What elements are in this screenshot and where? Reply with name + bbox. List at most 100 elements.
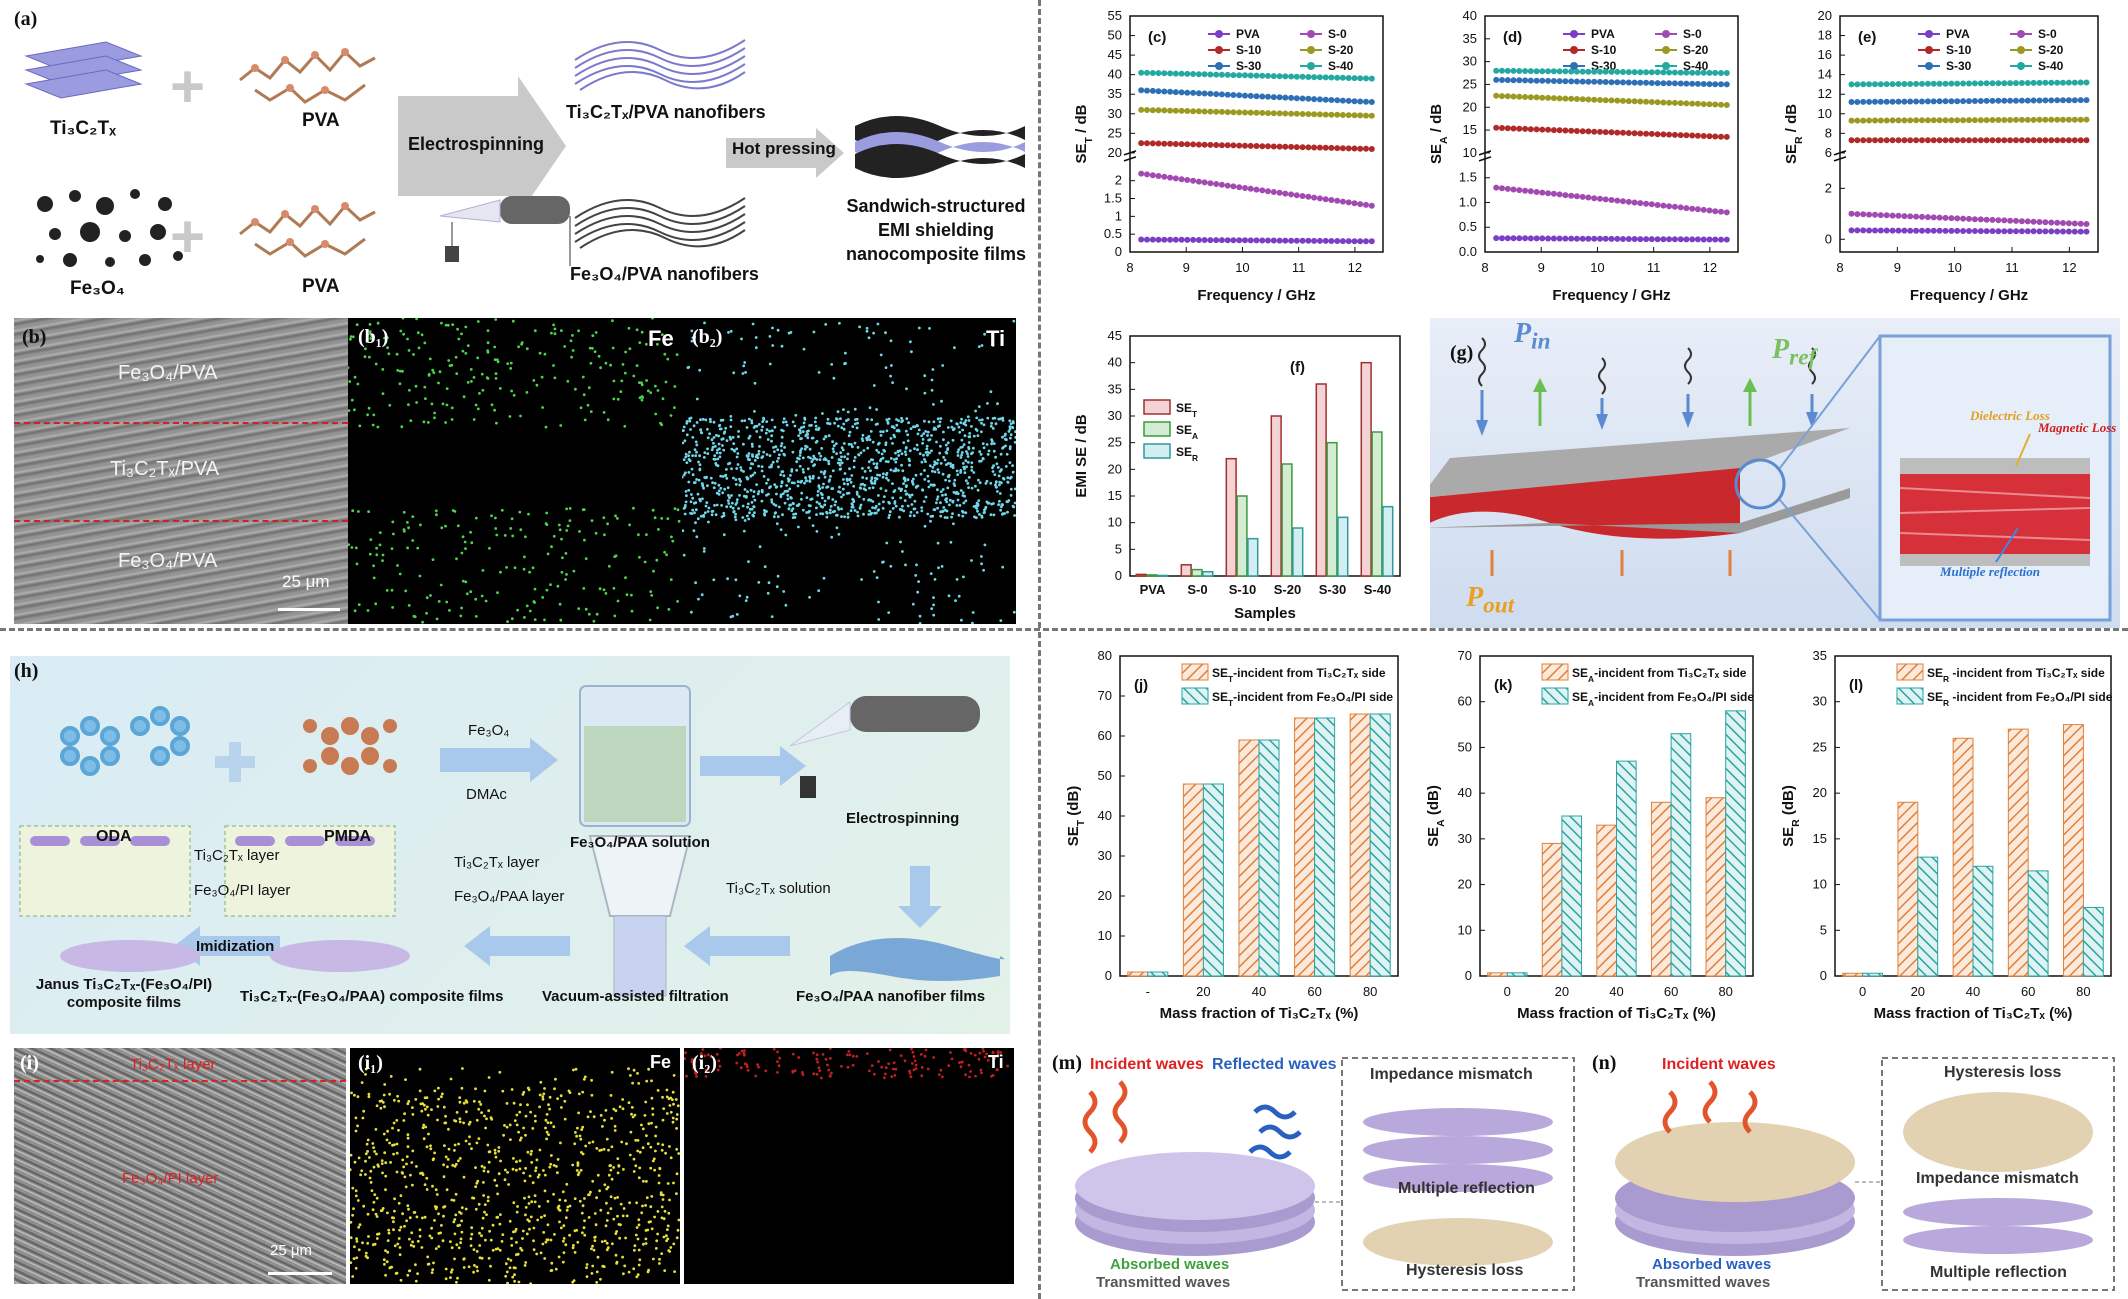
element-dot bbox=[954, 599, 957, 602]
data-point-s-30 bbox=[1499, 77, 1505, 83]
element-dot bbox=[884, 1072, 887, 1076]
element-dot bbox=[787, 507, 791, 510]
element-dot bbox=[402, 528, 406, 531]
element-dot bbox=[901, 504, 904, 508]
element-dot bbox=[957, 425, 961, 429]
element-dot bbox=[709, 420, 712, 424]
element-dot bbox=[738, 483, 742, 487]
element-dot bbox=[866, 446, 870, 450]
element-dot bbox=[826, 485, 830, 489]
element-dot bbox=[896, 449, 900, 453]
element-dot bbox=[728, 496, 731, 500]
data-point-pva bbox=[1288, 237, 1295, 244]
element-dot bbox=[559, 1141, 562, 1145]
data-point-s-40 bbox=[2065, 79, 2072, 86]
element-dot bbox=[768, 454, 772, 457]
data-point-s-30 bbox=[1144, 87, 1150, 94]
element-dot bbox=[1000, 503, 1004, 506]
element-dot bbox=[651, 1113, 655, 1116]
element-dot bbox=[839, 458, 843, 462]
data-point-s-40 bbox=[1282, 73, 1289, 80]
element-dot bbox=[474, 1166, 477, 1169]
data-point-s-40 bbox=[1195, 71, 1202, 78]
element-dot bbox=[621, 1098, 625, 1101]
data-point-s-10 bbox=[1167, 140, 1174, 147]
panel-i1-label: (i₁) bbox=[358, 1052, 383, 1074]
p-out-symbol: P bbox=[1466, 582, 1484, 613]
element-dot bbox=[775, 459, 779, 463]
data-point-s-30 bbox=[1591, 78, 1598, 85]
element-dot bbox=[412, 1245, 416, 1248]
element-dot bbox=[892, 469, 896, 473]
element-dot bbox=[871, 440, 875, 444]
element-dot bbox=[449, 1276, 452, 1279]
element-dot bbox=[745, 426, 749, 429]
element-dot bbox=[815, 458, 819, 461]
element-dot bbox=[618, 1236, 622, 1240]
element-dot bbox=[548, 1165, 552, 1169]
element-dot bbox=[577, 1092, 581, 1096]
element-dot bbox=[539, 1080, 543, 1084]
data-point-s-20 bbox=[1138, 106, 1145, 113]
element-dot bbox=[779, 473, 783, 477]
element-dot bbox=[630, 1112, 633, 1116]
data-point-s-20 bbox=[1522, 94, 1529, 100]
element-dot bbox=[535, 1158, 539, 1162]
element-dot bbox=[421, 1173, 425, 1176]
element-dot bbox=[975, 429, 979, 432]
element-dot bbox=[589, 410, 593, 413]
data-point-s-10 bbox=[1545, 126, 1552, 133]
element-dot bbox=[374, 1128, 378, 1131]
element-dot bbox=[638, 1150, 642, 1154]
element-dot bbox=[726, 486, 730, 490]
y-tick-label: 10 bbox=[1458, 922, 1472, 937]
ti-element-dots-i bbox=[684, 1048, 1009, 1080]
element-dot bbox=[582, 1226, 586, 1230]
element-dot bbox=[650, 594, 654, 597]
element-dot bbox=[519, 414, 522, 418]
element-dot bbox=[753, 410, 756, 413]
data-point-s-30 bbox=[1631, 79, 1638, 86]
data-point-s-10 bbox=[1942, 137, 1949, 144]
element-dot bbox=[587, 612, 591, 616]
element-dot bbox=[936, 488, 939, 492]
element-dot bbox=[715, 503, 719, 507]
data-point-s-10 bbox=[1259, 143, 1266, 150]
element-dot bbox=[901, 550, 904, 553]
element-dot bbox=[712, 420, 716, 424]
element-dot bbox=[781, 470, 785, 473]
element-dot bbox=[586, 1115, 590, 1119]
element-dot bbox=[440, 526, 444, 530]
element-dot bbox=[923, 391, 927, 395]
element-dot bbox=[476, 356, 480, 360]
pva-molecule-icon-2 bbox=[239, 202, 376, 258]
element-dot bbox=[782, 417, 786, 421]
element-dot bbox=[602, 588, 606, 592]
element-dot bbox=[819, 512, 822, 515]
data-point-s-40 bbox=[1213, 71, 1220, 78]
element-dot bbox=[453, 1232, 457, 1236]
element-dot bbox=[581, 508, 585, 512]
element-dot bbox=[541, 1242, 545, 1246]
element-dot bbox=[820, 1076, 823, 1080]
element-dot bbox=[771, 326, 774, 330]
element-dot bbox=[475, 1141, 479, 1145]
element-dot bbox=[360, 1169, 364, 1173]
element-dot bbox=[955, 578, 959, 581]
data-point-s-40 bbox=[1895, 81, 1902, 87]
data-point-s-10 bbox=[1253, 143, 1260, 149]
data-point-pva bbox=[1499, 235, 1505, 242]
data-point-s-40 bbox=[1648, 69, 1655, 76]
element-dot bbox=[689, 428, 692, 431]
bar-series-2 bbox=[1725, 710, 1746, 977]
data-point-pva bbox=[1345, 238, 1352, 245]
element-dot bbox=[801, 1073, 805, 1076]
element-dot bbox=[404, 589, 408, 593]
element-dot bbox=[596, 1255, 600, 1259]
element-dot bbox=[381, 368, 385, 371]
element-dot bbox=[430, 1236, 434, 1240]
element-dot bbox=[748, 434, 752, 438]
element-dot bbox=[483, 1089, 487, 1093]
data-point-s-30 bbox=[1533, 77, 1540, 84]
